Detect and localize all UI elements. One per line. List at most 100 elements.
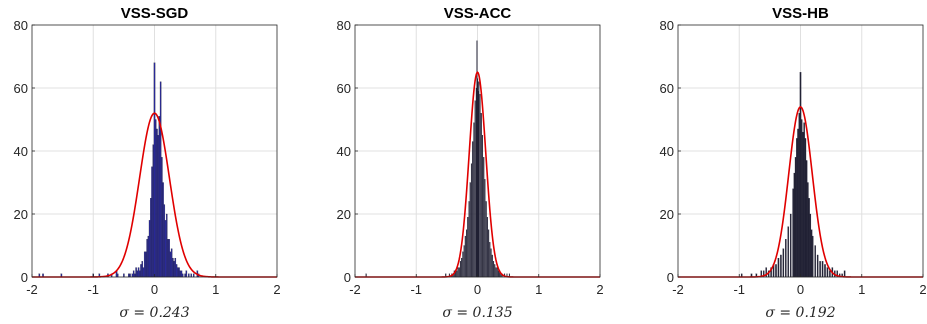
y-tick-label: 80 <box>337 18 351 33</box>
histogram-bar <box>802 131 804 278</box>
y-tick-label: 20 <box>337 207 351 222</box>
histogram-bar <box>812 235 814 278</box>
histogram-bar <box>131 273 134 278</box>
x-tick-label: -2 <box>672 282 684 297</box>
histogram-bar <box>142 267 145 278</box>
x-tick-label: 1 <box>535 282 542 297</box>
histogram-bar <box>805 160 808 278</box>
histogram-bar <box>472 141 474 278</box>
histogram-bar <box>140 264 142 278</box>
histogram-bar <box>793 172 796 278</box>
y-tick-label: 60 <box>337 81 351 96</box>
histogram-bar <box>180 270 183 278</box>
histogram-bar <box>188 273 190 278</box>
histogram-bar <box>807 182 809 278</box>
y-tick-label: 0 <box>344 270 351 285</box>
histogram-bar <box>184 273 186 278</box>
histogram-bar <box>463 245 465 278</box>
panel-title: VSS-HB <box>772 5 829 22</box>
histogram-bar <box>457 267 459 278</box>
histogram-bar <box>492 261 495 278</box>
x-tick-label: 2 <box>596 282 603 297</box>
histogram-bar <box>136 270 139 278</box>
histogram-bar <box>129 273 131 278</box>
histogram-bar <box>777 257 780 278</box>
histogram-bar <box>179 270 181 278</box>
histogram-bar <box>808 198 810 278</box>
histogram-bar <box>495 267 497 278</box>
histogram-bar <box>814 245 816 278</box>
histogram-bar <box>496 267 498 278</box>
histogram-bar <box>132 270 135 278</box>
y-tick-label: 20 <box>14 207 28 222</box>
histogram-bar <box>137 267 140 278</box>
histogram-bar <box>151 166 153 278</box>
histogram-bar <box>816 254 819 278</box>
x-tick-label: -1 <box>733 282 745 297</box>
histogram-bar <box>170 248 173 278</box>
histogram-bar <box>480 113 482 278</box>
histogram-bar <box>145 251 147 278</box>
histogram-bar <box>161 157 163 278</box>
histogram-bar <box>494 264 496 278</box>
y-tick-label: 80 <box>660 18 674 33</box>
sigma-label: σ = 0.243 <box>119 305 189 321</box>
x-tick-label: -2 <box>349 282 361 297</box>
histogram-bar <box>135 267 137 278</box>
y-tick-label: 20 <box>660 207 674 222</box>
y-tick-label: 60 <box>14 81 28 96</box>
x-tick-label: 0 <box>474 282 481 297</box>
histogram-bar <box>468 201 470 278</box>
histogram-bar <box>804 138 807 278</box>
histogram-bar <box>192 273 195 278</box>
x-tick-label: 0 <box>151 282 158 297</box>
histogram-bar <box>464 235 466 278</box>
histogram-bar <box>462 251 464 278</box>
histogram-bar <box>139 270 141 278</box>
histogram-bar <box>481 135 484 278</box>
histogram-bar <box>485 201 487 278</box>
histogram-bar <box>147 235 150 278</box>
histogram-bar <box>473 122 475 278</box>
histogram-bar <box>782 248 785 278</box>
x-tick-label: 2 <box>273 282 280 297</box>
panel-title: VSS-SGD <box>121 5 189 22</box>
histogram-bar <box>787 226 789 278</box>
histogram-bar <box>167 239 169 278</box>
y-tick-label: 60 <box>660 81 674 96</box>
histogram-bar <box>154 119 157 278</box>
histogram-bar <box>467 217 469 278</box>
histogram-bar <box>146 239 148 278</box>
histogram-bar <box>190 273 192 278</box>
histogram-bar <box>458 267 460 278</box>
histogram-bar <box>796 138 798 278</box>
histogram-bar <box>159 81 162 278</box>
histogram-bar <box>799 72 802 278</box>
sigma-label: σ = 0.135 <box>442 305 512 321</box>
histogram-bar <box>157 135 159 278</box>
histogram-bar <box>153 62 156 278</box>
histogram-bar <box>185 270 188 278</box>
y-tick-label: 80 <box>14 18 28 33</box>
histogram-bar <box>134 273 136 278</box>
histogram-bar <box>469 182 471 278</box>
histogram-bar <box>163 204 166 278</box>
histogram-bar <box>484 179 486 278</box>
histogram-bar <box>824 264 826 278</box>
histogram-bar <box>173 261 175 278</box>
histogram-bar <box>821 261 824 278</box>
panel-title: VSS-ACC <box>444 5 512 22</box>
histogram-bar <box>456 270 458 278</box>
histogram-bar <box>810 229 813 278</box>
histogram-bar <box>148 220 151 278</box>
histogram-bar <box>780 254 782 278</box>
histogram-bar <box>181 273 184 278</box>
histogram-bar <box>803 122 805 278</box>
histogram-bar <box>474 100 476 278</box>
sigma-label: σ = 0.192 <box>765 305 835 321</box>
histogram-bar <box>156 128 158 278</box>
x-tick-label: -2 <box>26 282 38 297</box>
